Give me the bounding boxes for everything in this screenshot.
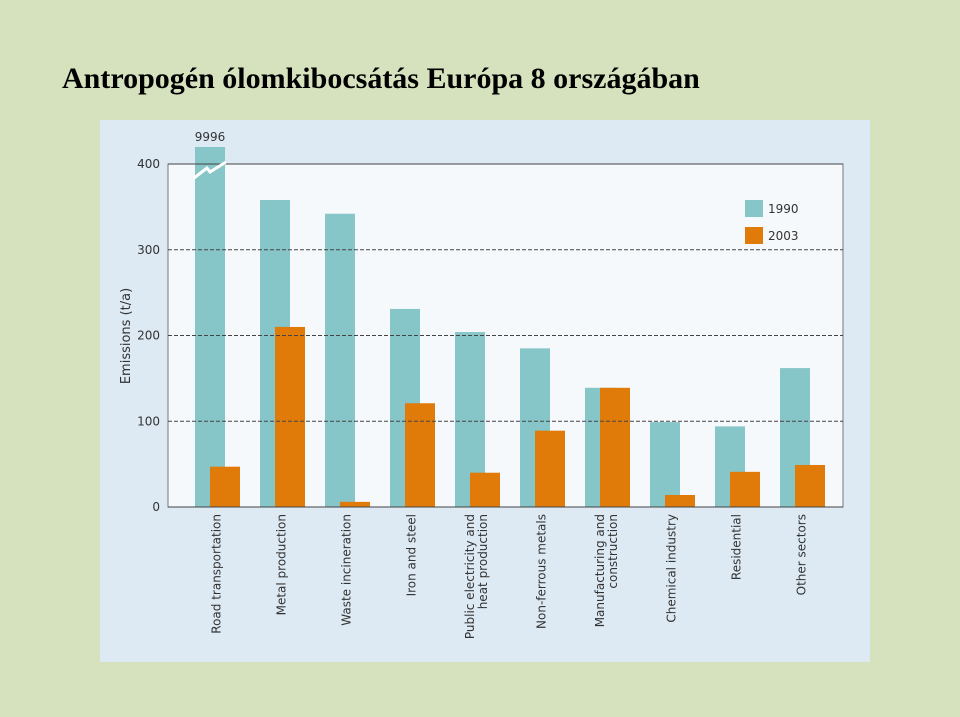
x-tick-label: Residential xyxy=(729,514,744,581)
bar xyxy=(275,326,305,507)
value-label: 9996 xyxy=(195,130,226,144)
x-tick-label: Waste incineration xyxy=(339,514,354,626)
bar xyxy=(470,472,500,507)
y-tick-label: 200 xyxy=(137,329,160,343)
bar xyxy=(650,422,680,507)
bar xyxy=(210,466,240,507)
y-tick-label: 300 xyxy=(137,243,160,257)
x-tick-label: Iron and steel xyxy=(404,514,419,597)
slide-title: Antropogén ólomkibocsátás Európa 8 orszá… xyxy=(62,62,700,95)
x-tick-label: Public electricity and heat production xyxy=(463,514,490,640)
bar xyxy=(665,494,695,507)
x-tick-label: Metal production xyxy=(274,514,289,616)
bar xyxy=(600,387,630,507)
bar xyxy=(730,471,760,507)
bar xyxy=(340,501,370,507)
bar xyxy=(195,147,225,507)
y-tick-label: 0 xyxy=(152,500,160,514)
bar xyxy=(795,464,825,507)
y-tick-label: 400 xyxy=(137,157,160,171)
x-tick-label: Other sectors xyxy=(794,514,809,596)
legend-label: 1990 xyxy=(768,202,799,216)
y-axis-label: Emissions (t/a) xyxy=(119,288,134,384)
legend-label: 2003 xyxy=(768,229,799,243)
x-tick-label: Road transportation xyxy=(209,514,224,634)
bar xyxy=(405,403,435,507)
x-tick-label: Chemical industry xyxy=(664,514,679,623)
legend-swatch xyxy=(745,227,763,244)
axis-break xyxy=(193,160,227,180)
x-tick-label: Non-ferrous metals xyxy=(534,514,549,629)
x-tick-label: Manufacturing and construction xyxy=(593,514,620,628)
bar xyxy=(325,213,355,507)
bar xyxy=(535,430,565,507)
legend-swatch xyxy=(745,200,763,217)
y-tick-label: 100 xyxy=(137,414,160,428)
